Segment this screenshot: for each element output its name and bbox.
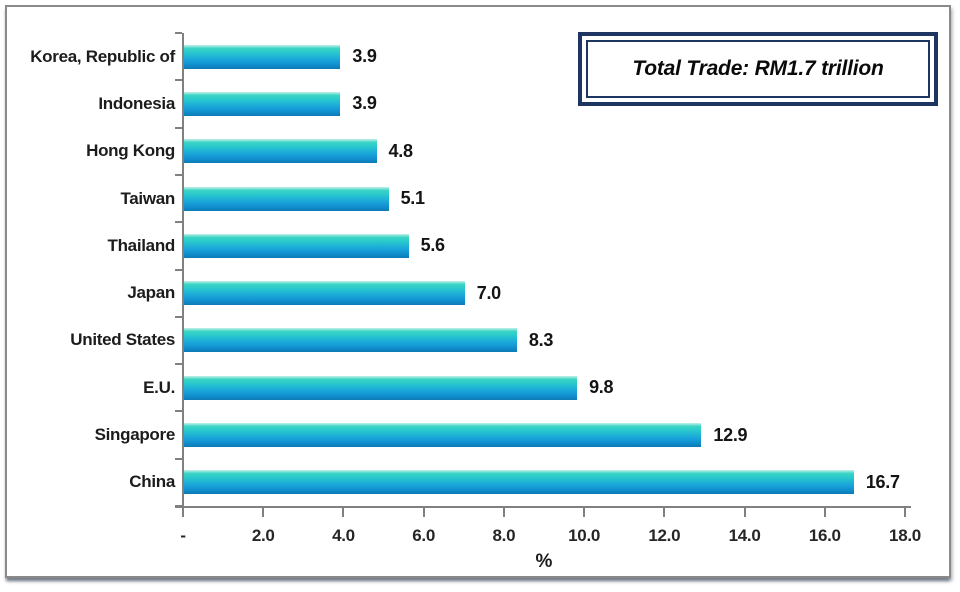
x-axis-tick bbox=[182, 508, 184, 517]
bar bbox=[184, 233, 409, 258]
x-axis-tick bbox=[823, 508, 826, 517]
bar bbox=[184, 423, 702, 448]
x-axis-tick-label: 16.0 bbox=[808, 526, 841, 545]
total-trade-callout-box: Total Trade: RM1.7 trillion bbox=[578, 32, 938, 106]
x-axis-tick-label: 12.0 bbox=[648, 526, 681, 545]
y-axis-tick bbox=[175, 126, 182, 129]
category-label: China bbox=[129, 472, 175, 492]
bar bbox=[184, 186, 389, 211]
bar-value-label: 4.8 bbox=[388, 140, 413, 161]
x-axis-tick bbox=[342, 508, 345, 517]
category-label: E.U. bbox=[143, 377, 175, 397]
x-axis-tick-label: 18.0 bbox=[889, 526, 921, 545]
y-axis-tick bbox=[175, 363, 182, 366]
bar-value-label: 12.9 bbox=[713, 424, 748, 445]
bar-value-label: 16.7 bbox=[865, 471, 900, 492]
x-axis-tick bbox=[583, 508, 586, 517]
bar bbox=[184, 375, 578, 400]
bar bbox=[184, 139, 377, 164]
category-label: Taiwan bbox=[120, 188, 175, 208]
bar-value-label: 5.1 bbox=[400, 188, 425, 209]
category-label: Thailand bbox=[107, 235, 176, 255]
bar bbox=[184, 470, 854, 495]
x-axis-tick-label: 4.0 bbox=[332, 526, 355, 545]
y-axis-tick bbox=[175, 410, 182, 413]
y-axis-tick bbox=[175, 32, 182, 34]
category-label: Japan bbox=[127, 283, 175, 303]
x-axis-tick bbox=[663, 508, 666, 517]
x-axis-tick bbox=[502, 508, 505, 517]
y-axis-tick bbox=[175, 221, 182, 224]
total-trade-label: Total Trade: RM1.7 trillion bbox=[632, 57, 884, 80]
x-axis-tick-label: - bbox=[180, 526, 186, 545]
bar bbox=[184, 44, 341, 69]
x-axis-tick-label: 8.0 bbox=[492, 526, 516, 545]
bar-value-label: 7.0 bbox=[476, 282, 501, 303]
x-axis-line bbox=[175, 506, 911, 508]
category-label: Korea, Republic of bbox=[30, 46, 175, 66]
x-axis-title: % bbox=[535, 551, 553, 572]
y-axis-tick bbox=[175, 315, 182, 318]
category-label: Singapore bbox=[94, 425, 176, 445]
category-label: Hong Kong bbox=[86, 141, 175, 161]
y-axis-tick bbox=[175, 79, 182, 82]
x-axis-tick bbox=[904, 508, 906, 517]
x-axis-tick-label: 2.0 bbox=[251, 526, 275, 545]
category-label: United States bbox=[70, 330, 175, 350]
bar bbox=[184, 281, 465, 306]
y-axis-tick bbox=[175, 457, 182, 460]
x-axis-tick-label: 10.0 bbox=[568, 526, 601, 545]
x-axis-tick bbox=[262, 508, 265, 517]
bar bbox=[184, 91, 341, 116]
bar bbox=[184, 328, 517, 353]
bar-value-label: 9.8 bbox=[589, 377, 614, 398]
x-axis-tick-label: 6.0 bbox=[412, 526, 436, 545]
x-axis-tick bbox=[743, 508, 746, 517]
bar-value-label: 3.9 bbox=[352, 46, 377, 67]
y-axis-tick bbox=[175, 268, 182, 271]
x-axis-tick bbox=[422, 508, 425, 517]
y-axis-line bbox=[182, 33, 184, 508]
bar-value-label: 5.6 bbox=[420, 235, 445, 256]
x-axis-tick-label: 14.0 bbox=[728, 526, 761, 545]
bar-value-label: 3.9 bbox=[352, 93, 377, 114]
category-label: Indonesia bbox=[98, 93, 175, 113]
y-axis-tick bbox=[175, 173, 182, 176]
bar-value-label: 8.3 bbox=[528, 329, 554, 350]
